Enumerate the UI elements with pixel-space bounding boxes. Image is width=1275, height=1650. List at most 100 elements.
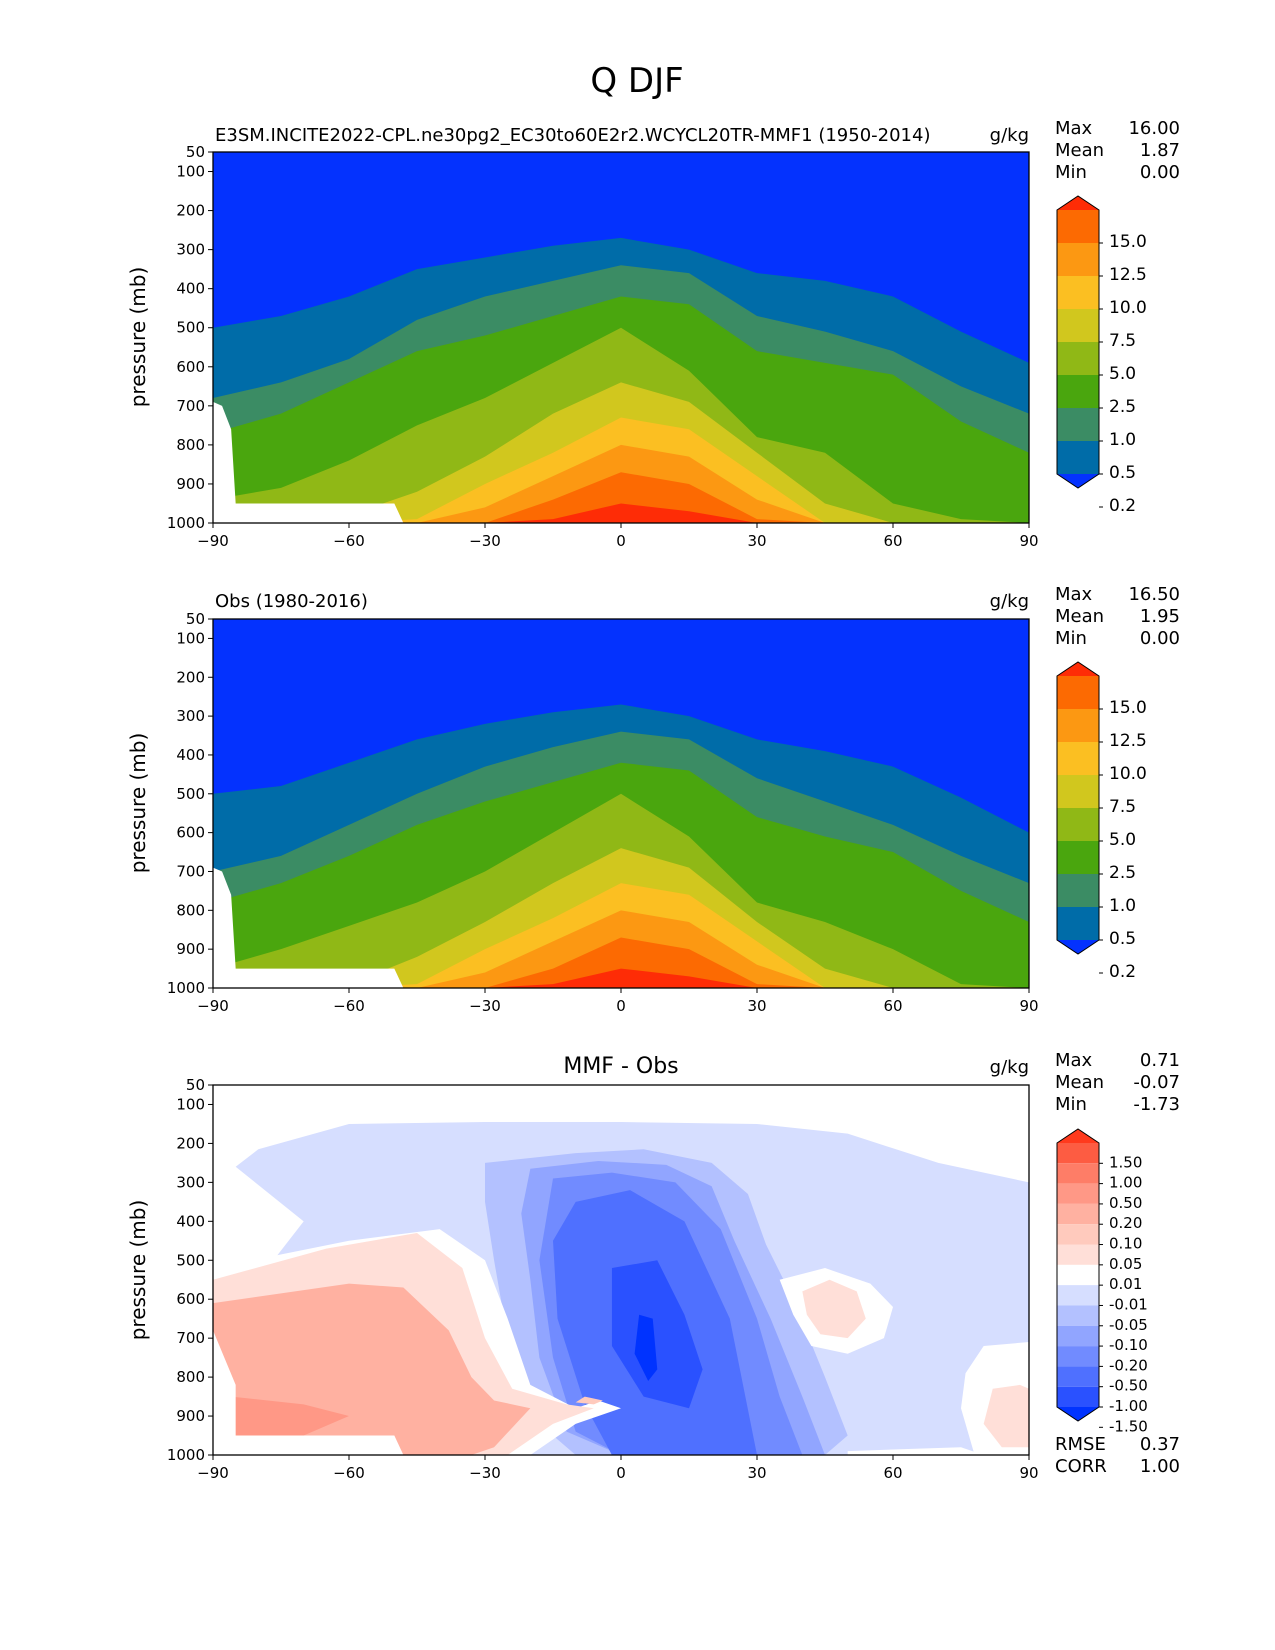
metric-corr-value: 1.00 [1140, 1456, 1180, 1477]
contour-fill [213, 1085, 1029, 1455]
units-label: g/kg [990, 125, 1029, 146]
x-axis: −90 −60 −30 0 30 60 90 [197, 1455, 1039, 1482]
colorbar-label: 2.5 [1109, 397, 1136, 417]
x-tick-label: 60 [883, 997, 902, 1015]
contour-level-9 [213, 968, 1029, 988]
y-tick-label: 700 [176, 397, 205, 415]
colorbar-swatch [1057, 841, 1099, 874]
colorbar-label: 1.50 [1109, 1153, 1142, 1171]
stats-block: Max 16.50 Mean 1.95 Min 0.00 [1055, 584, 1180, 649]
y-tick-label: 300 [176, 707, 205, 725]
contour-region-6 [634, 1314, 658, 1381]
x-tick-label: 0 [616, 997, 626, 1015]
y-tick-label: 600 [176, 824, 205, 842]
contour-level-8 [213, 472, 1029, 523]
y-tick-label: 900 [176, 940, 205, 958]
colorbar-swatch [1057, 408, 1099, 441]
stat-max-value: 0.71 [1140, 1050, 1180, 1071]
colorbar-label: -0.20 [1109, 1356, 1148, 1374]
x-tick-label: 90 [1019, 1464, 1038, 1482]
colorbar-label: -0.05 [1109, 1316, 1148, 1334]
y-tick-label: 1000 [167, 979, 205, 997]
x-axis: −90 −60 −30 0 30 60 90 [197, 988, 1039, 1015]
colorbar-label: -0.10 [1109, 1336, 1148, 1354]
metrics-block: RMSE 0.37 CORR 1.00 [1055, 1434, 1180, 1477]
y-tick-label: 200 [176, 668, 205, 686]
stat-mean-value: 1.87 [1140, 140, 1180, 161]
y-tick-label: 100 [176, 629, 205, 647]
colorbar-label: 0.2 [1109, 496, 1136, 516]
y-tick-label: 1000 [167, 514, 205, 532]
x-tick-label: −60 [333, 1464, 365, 1482]
x-tick-label: −90 [197, 1464, 229, 1482]
panel-title: Obs (1980-2016) [215, 591, 368, 612]
colorbar-label: -1.50 [1109, 1417, 1148, 1435]
colorbar-swatch [1057, 196, 1099, 210]
y-tick-label: 300 [176, 1173, 205, 1191]
colorbar-label: 1.0 [1109, 896, 1136, 916]
contour-region-16 [847, 1447, 984, 1455]
colorbar-label: 7.5 [1109, 331, 1136, 351]
colorbar-label: -0.01 [1109, 1295, 1148, 1313]
y-tick-label: 400 [176, 746, 205, 764]
y-tick-label: 800 [176, 436, 205, 454]
y-axis-label: pressure (mb) [126, 267, 150, 408]
stat-mean-label: Mean [1055, 606, 1104, 627]
colorbar-label: 1.0 [1109, 430, 1136, 450]
x-tick-label: 30 [747, 997, 766, 1015]
y-tick-label: 500 [176, 785, 205, 803]
colorbar-swatch [1057, 1163, 1099, 1184]
x-axis: −90 −60 −30 0 30 60 90 [197, 523, 1039, 550]
colorbar-label: 0.01 [1109, 1275, 1142, 1293]
stat-mean-label: Mean [1055, 1072, 1104, 1093]
colorbar-label: 0.5 [1109, 463, 1136, 483]
colorbar-swatch [1057, 874, 1099, 907]
colorbar-label: -0.50 [1109, 1377, 1148, 1395]
colorbar-label: 1.00 [1109, 1174, 1142, 1192]
stats-block: Max 16.00 Mean 1.87 Min 0.00 [1055, 118, 1180, 183]
colorbar-swatch [1057, 1285, 1099, 1306]
y-tick-label: 500 [176, 1251, 205, 1269]
metric-rmse-value: 0.37 [1140, 1434, 1180, 1455]
colorbar-label: 0.5 [1109, 929, 1136, 949]
colorbar-swatch [1057, 1129, 1099, 1143]
y-tick-label: 200 [176, 202, 205, 220]
colorbar-swatch [1057, 1143, 1099, 1164]
contour-region-5 [611, 1260, 703, 1409]
metric-rmse-label: RMSE [1055, 1434, 1106, 1455]
colorbar-label: 0.05 [1109, 1255, 1142, 1273]
y-tick-label: 50 [186, 143, 205, 161]
colorbar-swatch [1057, 441, 1099, 474]
colorbar-label: 10.0 [1109, 298, 1147, 318]
stat-mean-value: -0.07 [1133, 1072, 1180, 1093]
x-tick-label: 30 [747, 1464, 766, 1482]
colorbar-swatch [1057, 309, 1099, 342]
colorbar-swatch [1057, 1244, 1099, 1265]
panel-title: E3SM.INCITE2022-CPL.ne30pg2_EC30to60E2r2… [215, 125, 930, 146]
colorbar-swatch [1057, 742, 1099, 775]
stat-max-value: 16.00 [1128, 118, 1180, 139]
y-tick-label: 100 [176, 163, 205, 181]
colorbar-swatch [1057, 342, 1099, 375]
contour-region-15 [983, 1384, 1029, 1448]
y-tick-label: 1000 [167, 1446, 205, 1464]
y-tick-label: 100 [176, 1095, 205, 1113]
colorbar-label: -1.00 [1109, 1397, 1148, 1415]
y-tick-label: 800 [176, 1368, 205, 1386]
colorbar-label: 15.0 [1109, 232, 1147, 252]
y-axis-label: pressure (mb) [126, 1200, 150, 1341]
stat-max-value: 16.50 [1128, 584, 1180, 605]
stat-min-value: 0.00 [1140, 628, 1180, 649]
contour-level-8 [213, 937, 1029, 988]
colorbar-swatch [1057, 808, 1099, 841]
colorbar-label: 12.5 [1109, 731, 1147, 751]
colorbar-swatch [1057, 276, 1099, 309]
colorbar-label: 0.10 [1109, 1235, 1142, 1253]
x-tick-label: 0 [616, 532, 626, 550]
colorbar-swatch [1057, 940, 1099, 954]
contour-region-11 [575, 1396, 603, 1405]
x-tick-label: −90 [197, 532, 229, 550]
